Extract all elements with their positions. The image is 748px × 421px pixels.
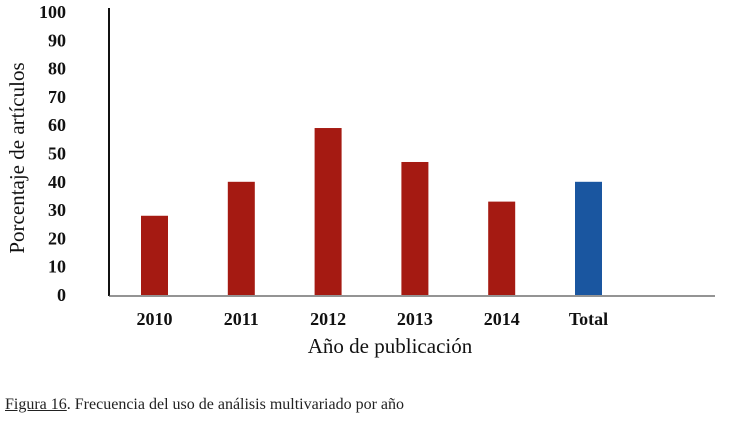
y-tick-label: 0	[57, 285, 66, 305]
y-tick-label: 10	[48, 257, 66, 277]
x-tick-label: 2010	[137, 309, 173, 329]
y-tick-label: 20	[48, 228, 66, 248]
caption-text: . Frecuencia del uso de análisis multiva…	[66, 396, 405, 413]
y-tick-label: 30	[48, 200, 66, 220]
bar-total	[575, 181, 602, 295]
figure-caption: Figura 16. Frecuencia del uso de análisi…	[5, 396, 404, 414]
bar-2013	[401, 161, 429, 295]
bar-2011	[227, 181, 255, 295]
y-tick-label: 90	[48, 30, 66, 50]
y-tick-label: 40	[48, 172, 66, 192]
bar-2010	[141, 215, 168, 295]
y-tick-label: 80	[48, 59, 66, 79]
y-tick-label: 70	[48, 87, 66, 107]
x-tick-label: 2014	[484, 309, 520, 329]
figure-number: Figura 16	[5, 396, 67, 413]
y-tick-label: 60	[48, 115, 66, 135]
bar-2012	[314, 128, 342, 295]
x-axis-label: Año de publicación	[308, 334, 473, 358]
x-tick-label: 2013	[397, 309, 433, 329]
y-tick-label: 50	[48, 144, 66, 164]
y-tick-label: 100	[39, 2, 66, 22]
bar-2014	[488, 201, 516, 295]
x-tick-label: 2011	[224, 309, 259, 329]
x-tick-label: Total	[569, 309, 608, 329]
y-axis-label: Porcentaje de artículos	[5, 62, 29, 253]
bar-chart: 0 10 20 30 40 50 60 70 80 90 100 2010 2011 2012 2013 2…	[5, 2, 715, 358]
x-tick-label: 2012	[310, 309, 346, 329]
